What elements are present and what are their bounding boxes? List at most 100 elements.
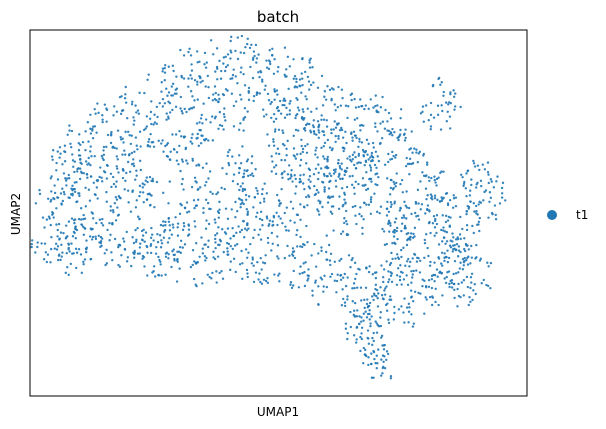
scatter-point [440, 228, 443, 232]
scatter-point [245, 268, 249, 272]
scatter-point [294, 128, 298, 132]
scatter-point [382, 275, 385, 279]
scatter-point [216, 255, 220, 258]
scatter-point [374, 125, 377, 129]
scatter-point [470, 256, 474, 259]
scatter-point [408, 173, 411, 176]
scatter-point [300, 91, 303, 94]
scatter-point [180, 135, 183, 138]
scatter-point [150, 122, 153, 126]
scatter-point [147, 73, 150, 76]
scatter-point [400, 305, 403, 308]
scatter-point [472, 289, 475, 292]
scatter-point [146, 144, 150, 148]
scatter-point [98, 218, 102, 221]
scatter-point [488, 200, 491, 203]
scatter-point [401, 191, 404, 194]
scatter-point [395, 181, 398, 185]
scatter-point [89, 150, 92, 153]
scatter-point [244, 198, 248, 201]
scatter-point [360, 320, 363, 323]
scatter-point [193, 220, 196, 223]
scatter-point [132, 116, 135, 119]
scatter-point [295, 233, 298, 237]
scatter-point [149, 244, 152, 248]
scatter-point [341, 288, 344, 291]
scatter-point [475, 243, 478, 247]
scatter-point [295, 77, 298, 81]
scatter-point [231, 179, 235, 183]
scatter-point [381, 366, 384, 370]
scatter-point [500, 192, 504, 195]
scatter-point [343, 198, 346, 201]
scatter-point [196, 83, 199, 86]
scatter-point [370, 151, 374, 155]
scatter-point [447, 256, 451, 260]
scatter-point [133, 119, 136, 122]
scatter-point [134, 228, 137, 232]
scatter-point [316, 208, 319, 211]
scatter-point [238, 230, 242, 234]
scatter-point [181, 112, 184, 115]
scatter-point [148, 117, 152, 121]
scatter-point [56, 196, 60, 199]
scatter-point [78, 194, 81, 198]
scatter-point [49, 261, 52, 264]
scatter-point [267, 99, 271, 102]
scatter-point [393, 130, 396, 134]
scatter-point [178, 212, 182, 216]
scatter-point [168, 224, 171, 227]
scatter-point [61, 163, 64, 166]
scatter-point [281, 103, 284, 107]
scatter-point [345, 219, 348, 223]
scatter-point [67, 173, 71, 177]
scatter-point [272, 140, 275, 143]
scatter-point [261, 108, 265, 111]
scatter-point [201, 247, 205, 250]
scatter-point [400, 248, 403, 252]
scatter-point [160, 242, 164, 245]
scatter-point [158, 101, 161, 105]
scatter-point [440, 81, 443, 84]
scatter-point [469, 300, 472, 304]
scatter-point [190, 63, 193, 66]
scatter-point [174, 216, 177, 219]
scatter-point [457, 245, 461, 248]
scatter-point [365, 302, 369, 306]
scatter-point [191, 157, 194, 161]
scatter-point [235, 100, 238, 103]
scatter-point [428, 179, 431, 183]
scatter-point [254, 271, 258, 274]
scatter-point [129, 210, 133, 213]
scatter-point [371, 336, 374, 340]
scatter-point [326, 201, 330, 204]
scatter-point [91, 235, 95, 239]
scatter-point [161, 139, 164, 142]
scatter-point [138, 91, 141, 95]
scatter-point [441, 294, 444, 297]
scatter-point [495, 180, 498, 183]
scatter-point [364, 151, 367, 154]
scatter-point [413, 253, 417, 256]
scatter-point [436, 275, 439, 278]
scatter-point [375, 322, 379, 325]
scatter-point [325, 285, 329, 289]
scatter-point [46, 197, 50, 201]
scatter-point [142, 201, 145, 204]
scatter-point [296, 106, 300, 109]
scatter-point [305, 162, 308, 165]
scatter-point [124, 130, 127, 134]
scatter-point [434, 287, 437, 291]
scatter-point [281, 221, 284, 225]
scatter-point [328, 259, 332, 262]
scatter-point [352, 313, 355, 317]
scatter-point [291, 250, 295, 254]
scatter-point [364, 104, 367, 107]
scatter-point [75, 251, 79, 254]
scatter-point [340, 187, 344, 190]
scatter-point [372, 331, 375, 335]
scatter-point [207, 139, 210, 142]
scatter-point [171, 82, 175, 86]
scatter-point [283, 144, 286, 147]
scatter-point [333, 260, 337, 264]
